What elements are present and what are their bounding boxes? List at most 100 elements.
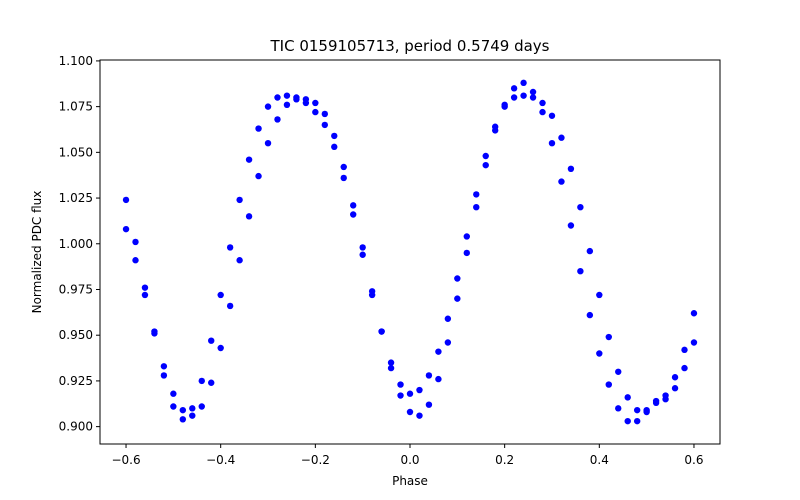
data-point (236, 196, 243, 204)
data-point (416, 412, 423, 419)
data-point (245, 156, 253, 163)
data-point (473, 191, 480, 198)
data-point (340, 163, 347, 171)
data-point (179, 406, 187, 414)
y-tick-label: 0.950 (59, 328, 93, 342)
data-point (160, 372, 168, 379)
data-point (435, 348, 442, 355)
x-tick-label: −0.2 (301, 453, 330, 467)
data-point (170, 390, 177, 397)
data-point (416, 386, 423, 394)
data-point (567, 222, 575, 229)
data-point (435, 375, 442, 383)
data-point (331, 132, 338, 140)
data-point (615, 368, 622, 375)
data-point (350, 202, 357, 209)
y-tick-label: 0.925 (59, 374, 93, 388)
data-point (387, 359, 395, 366)
data-point (312, 108, 319, 116)
y-axis-label: Normalized PDC flux (30, 191, 44, 314)
data-point (586, 247, 594, 255)
data-point (274, 116, 281, 123)
data-point (208, 337, 215, 344)
data-point (274, 94, 281, 101)
data-point (245, 213, 253, 220)
data-point (226, 302, 234, 310)
data-point (482, 152, 489, 160)
data-point (198, 403, 205, 410)
data-point (671, 374, 679, 381)
y-tick-label: 0.975 (59, 282, 93, 296)
y-tick-label: 1.050 (59, 145, 93, 159)
data-point (397, 381, 404, 388)
data-point (539, 108, 546, 116)
data-point (463, 233, 470, 240)
x-axis-ticks: −0.6 −0.4 −0.2 0.0 0.2 0.4 0.6 (111, 444, 704, 467)
data-point (482, 161, 489, 169)
data-point (141, 291, 149, 299)
data-point (586, 311, 594, 319)
chart-title: TIC 0159105713, period 0.5749 days (269, 37, 549, 55)
data-point (406, 390, 414, 397)
data-point (302, 99, 310, 107)
data-point (520, 92, 527, 99)
data-point (548, 112, 556, 119)
data-point (217, 291, 224, 299)
x-tick-label: −0.6 (111, 453, 140, 467)
data-point (510, 94, 518, 101)
data-point (132, 238, 139, 246)
data-point (548, 140, 556, 147)
y-tick-label: 1.000 (59, 237, 93, 251)
data-point (264, 103, 272, 110)
data-point (501, 103, 508, 110)
data-point (539, 99, 546, 107)
data-point (151, 328, 158, 335)
scatter-points (122, 79, 698, 425)
data-point (529, 94, 537, 101)
data-point (444, 339, 452, 346)
data-point (312, 99, 319, 107)
data-point (378, 328, 385, 335)
data-point (463, 249, 470, 257)
data-point (387, 364, 395, 372)
x-tick-label: 0.4 (590, 453, 609, 467)
y-tick-label: 1.075 (59, 100, 93, 114)
data-point (122, 196, 130, 204)
data-point (605, 381, 612, 388)
data-point (160, 363, 168, 370)
data-point (558, 178, 565, 185)
data-point (624, 394, 631, 401)
data-point (189, 405, 196, 412)
data-point (368, 291, 376, 299)
data-point (690, 339, 698, 346)
x-tick-label: −0.4 (206, 453, 235, 467)
data-point (359, 251, 366, 258)
data-point (255, 172, 262, 180)
data-point (652, 399, 660, 407)
data-point (397, 392, 404, 399)
data-point (359, 244, 366, 251)
data-point (255, 125, 262, 132)
data-point (577, 204, 584, 211)
data-point (283, 101, 291, 109)
data-point (633, 417, 641, 425)
data-point (510, 85, 518, 92)
data-point (293, 96, 300, 103)
data-point (454, 295, 461, 302)
data-point (425, 372, 433, 379)
y-tick-label: 0.900 (59, 420, 93, 434)
data-point (331, 143, 338, 151)
x-tick-label: 0.0 (400, 453, 419, 467)
data-point (264, 140, 272, 147)
data-point (520, 79, 527, 87)
data-point (122, 225, 130, 233)
data-point (179, 416, 187, 423)
data-point (198, 377, 205, 385)
data-point (132, 257, 139, 264)
data-point (633, 406, 641, 414)
data-point (454, 275, 461, 282)
data-point (425, 401, 433, 408)
data-point (189, 412, 196, 419)
